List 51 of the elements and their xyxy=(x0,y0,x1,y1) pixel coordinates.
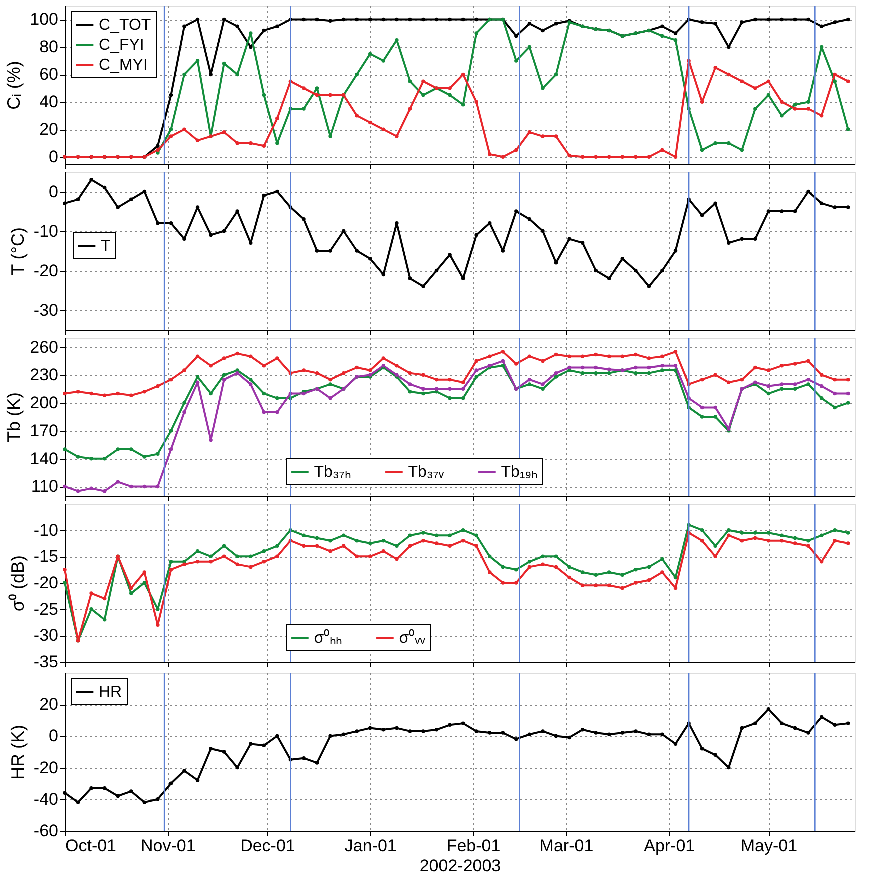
x-tick-label: Jan-01 xyxy=(344,836,397,856)
y-tick-label: 20 xyxy=(40,120,58,140)
y-tick-label: -30 xyxy=(34,626,58,646)
y-axis-title: σ⁰ (dB) xyxy=(8,555,28,612)
y-tick-label: 100 xyxy=(30,10,58,30)
x-tick-label: Dec-01 xyxy=(240,836,296,856)
legend-label: C_TOT xyxy=(99,17,152,34)
y-tick-label: -20 xyxy=(34,261,58,280)
y-tick-label: -35 xyxy=(34,652,58,672)
y-tick-label: 80 xyxy=(40,38,58,57)
legend-label: Tb₁₉ₕ xyxy=(501,464,538,481)
y-tick-label: 170 xyxy=(30,421,58,440)
y-tick-label: -10 xyxy=(34,222,58,241)
y-tick-label: -10 xyxy=(34,520,58,540)
x-tick-label: Apr-01 xyxy=(644,836,696,856)
y-tick-label: -40 xyxy=(34,790,58,809)
y-tick-label: 230 xyxy=(30,366,58,385)
y-tick-label: 0 xyxy=(49,726,58,746)
y-axis-title: Tb (K) xyxy=(4,392,24,443)
legend-label: C_MYI xyxy=(99,57,148,74)
y-tick-label: 20 xyxy=(40,695,58,714)
y-tick-label: -15 xyxy=(34,547,58,566)
x-tick-label: Nov-01 xyxy=(140,836,196,856)
y-tick-label: 110 xyxy=(31,477,58,496)
y-tick-label: 260 xyxy=(30,338,58,357)
legend-label: HR xyxy=(99,684,122,701)
x-tick-label: Oct-01 xyxy=(66,836,117,856)
legend-label: C_FYI xyxy=(99,37,144,54)
y-tick-label: 200 xyxy=(30,394,58,413)
y-tick-label: 0 xyxy=(49,148,58,167)
y-tick-label: 140 xyxy=(30,449,58,468)
y-tick-label: 60 xyxy=(40,65,58,84)
legend-label: σ⁰ₕₕ xyxy=(314,629,342,647)
legend-label: σ⁰ᵥᵥ xyxy=(399,629,426,647)
x-tick-label: Mar-01 xyxy=(540,836,594,856)
y-tick-label: 0 xyxy=(49,182,58,202)
x-tick-label: Feb-01 xyxy=(446,836,501,856)
legend-label: T xyxy=(101,238,111,256)
y-tick-label: -20 xyxy=(34,574,58,592)
y-axis-title: HR (K) xyxy=(8,725,28,780)
y-tick-label: -20 xyxy=(34,758,58,778)
y-tick-label: -30 xyxy=(34,300,58,320)
x-tick-label: May-01 xyxy=(740,836,798,856)
x-axis-title: 2002-2003 xyxy=(420,856,502,876)
y-axis-title: Cᵢ (%) xyxy=(4,61,24,110)
legend-label: Tb₃₇ₕ xyxy=(314,464,351,481)
y-tick-label: -25 xyxy=(34,600,58,619)
y-tick-label: 40 xyxy=(40,92,58,112)
legend-label: Tb₃₇ᵥ xyxy=(408,464,445,481)
y-axis-title: T (°C) xyxy=(8,228,28,276)
y-tick-label: -60 xyxy=(34,822,58,840)
